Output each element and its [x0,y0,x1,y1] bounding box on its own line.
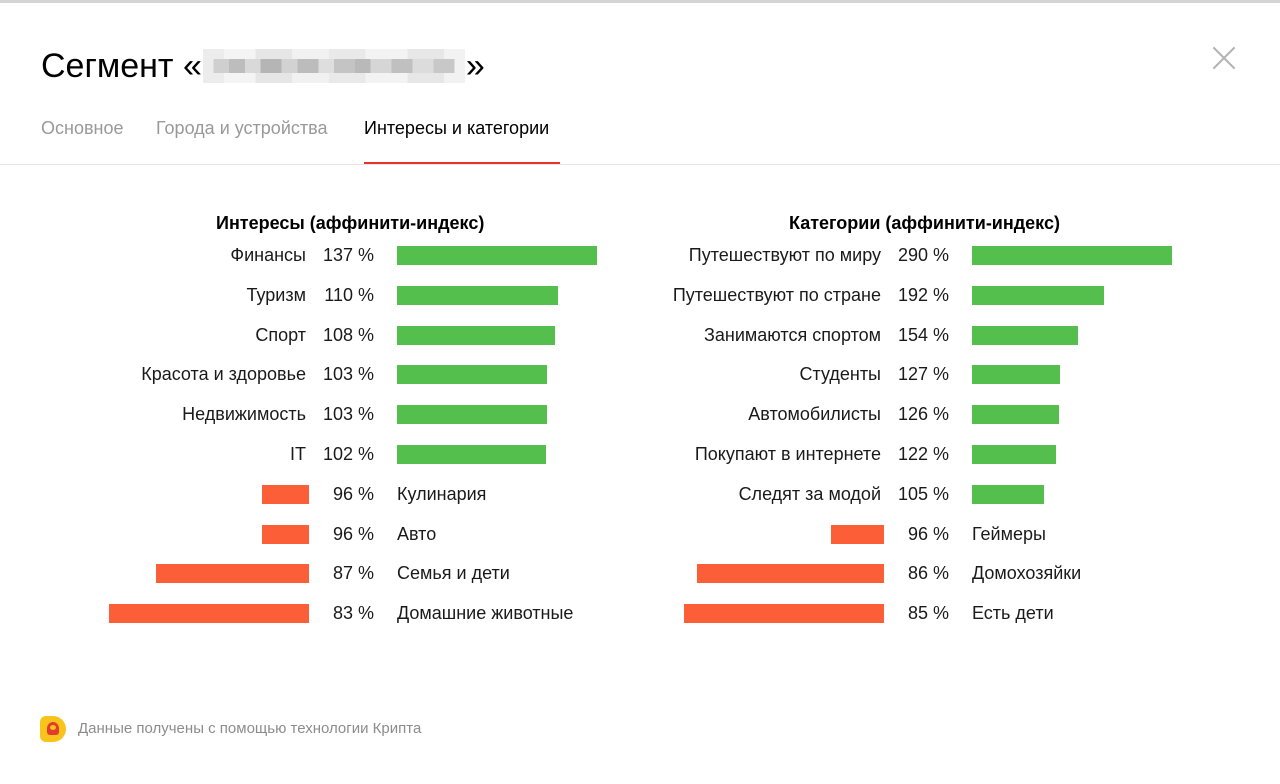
bar-value: 110 % [324,284,374,305]
bar-value: 85 % [907,603,949,624]
bar-negative [684,604,884,624]
bar-positive [397,445,546,464]
bar-label: Автомобилисты [748,404,881,425]
interests-chart-title: Интересы (аффинити-индекс) [216,213,485,233]
bar-negative [261,484,309,504]
title-suffix: » [465,47,485,85]
page-title: Сегмент « » [41,44,485,88]
bar-label: Занимаются спортом [704,324,881,345]
bar-negative [109,604,309,624]
bar-positive [972,325,1079,345]
tab-interests-categories[interactable]: Интересы и категории [364,118,550,138]
bar-positive [972,365,1060,385]
krypta-logo-icon [40,716,66,742]
bar-value: 96 % [332,523,374,544]
bar-positive [972,285,1105,305]
bar-value: 103 % [322,404,374,425]
bar-label: Недвижимость [182,404,306,425]
bar-value: 122 % [897,444,949,464]
top-edge [0,0,1280,3]
bar-value: 87 % [332,563,374,584]
bar-positive [397,285,558,305]
bar-label: Туризм [246,284,306,305]
bar-label: Путешествуют по миру [688,245,881,265]
bar-value: 154 % [897,324,949,345]
bar-label: Следят за модой [738,483,881,504]
title-prefix: Сегмент « [41,47,202,85]
bar-value: 96 % [907,523,949,544]
bar-positive [397,325,555,345]
bar-label: Домашние животные [397,603,574,624]
close-button[interactable] [1210,44,1238,72]
bar-value: 86 % [907,563,949,584]
bar-value: 137 % [322,245,374,265]
bar-value: 102 % [322,444,374,464]
bar-value: 108 % [322,324,374,345]
bar-label: Красота и здоровье [141,364,306,385]
bar-value: 96 % [332,483,374,504]
categories-chart-title: Категории (аффинити-индекс) [789,213,1060,233]
bar-positive [972,484,1045,504]
bar-value: 103 % [322,364,374,385]
tab-main[interactable]: Основное [41,118,124,138]
header-divider [0,164,1280,165]
bar-positive [972,405,1059,425]
bar-label: Кулинария [397,483,487,504]
bar-negative [261,524,309,544]
footer-text: Данные получены с помощью технологии Кри… [78,720,422,737]
active-tab-underline [364,162,560,165]
bar-positive [972,246,1172,265]
bar-negative [156,564,309,584]
tab-cities-devices[interactable]: Города и устройства [156,118,328,138]
bar-label: Путешествуют по стране [672,284,881,305]
bar-label: Покупают в интернете [694,444,881,464]
bar-label: IT [290,444,306,464]
bar-value: 83 % [332,603,374,624]
bar-value: 127 % [897,364,949,385]
bar-label: Геймеры [972,523,1046,544]
blurred-segment-name [202,49,465,84]
bar-positive [397,246,597,265]
bar-negative [697,564,884,584]
bar-value: 192 % [897,284,949,305]
bar-negative [830,524,884,544]
bar-value: 290 % [897,245,949,265]
bar-label: Спорт [255,324,306,345]
bar-label: Студенты [799,364,881,385]
bar-label: Финансы [230,245,306,265]
bar-label: Есть дети [972,603,1054,624]
bar-label: Домохозяйки [972,563,1082,584]
bar-positive [397,405,548,425]
bar-positive [397,365,548,385]
bar-value: 105 % [897,483,949,504]
bar-label: Семья и дети [397,563,510,584]
bar-value: 126 % [897,404,949,425]
bar-label: Авто [397,523,437,544]
bar-positive [972,445,1057,464]
